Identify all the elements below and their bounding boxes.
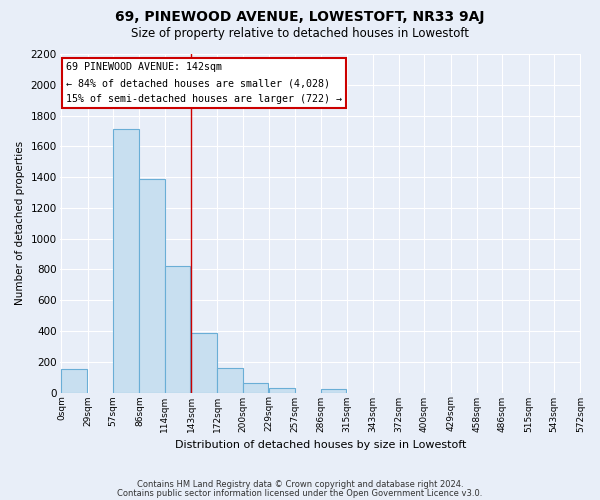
Bar <box>217 368 243 392</box>
Text: 69 PINEWOOD AVENUE: 142sqm
← 84% of detached houses are smaller (4,028)
15% of s: 69 PINEWOOD AVENUE: 142sqm ← 84% of deta… <box>66 62 342 104</box>
Bar <box>269 388 295 392</box>
Text: 69, PINEWOOD AVENUE, LOWESTOFT, NR33 9AJ: 69, PINEWOOD AVENUE, LOWESTOFT, NR33 9AJ <box>115 10 485 24</box>
Bar <box>243 382 268 392</box>
Bar <box>113 130 139 392</box>
X-axis label: Distribution of detached houses by size in Lowestoft: Distribution of detached houses by size … <box>175 440 466 450</box>
Bar <box>165 266 190 392</box>
Y-axis label: Number of detached properties: Number of detached properties <box>15 141 25 306</box>
Bar <box>61 368 87 392</box>
Text: Contains public sector information licensed under the Open Government Licence v3: Contains public sector information licen… <box>118 488 482 498</box>
Text: Size of property relative to detached houses in Lowestoft: Size of property relative to detached ho… <box>131 28 469 40</box>
Text: Contains HM Land Registry data © Crown copyright and database right 2024.: Contains HM Land Registry data © Crown c… <box>137 480 463 489</box>
Bar <box>191 332 217 392</box>
Bar <box>321 388 346 392</box>
Bar <box>139 178 165 392</box>
